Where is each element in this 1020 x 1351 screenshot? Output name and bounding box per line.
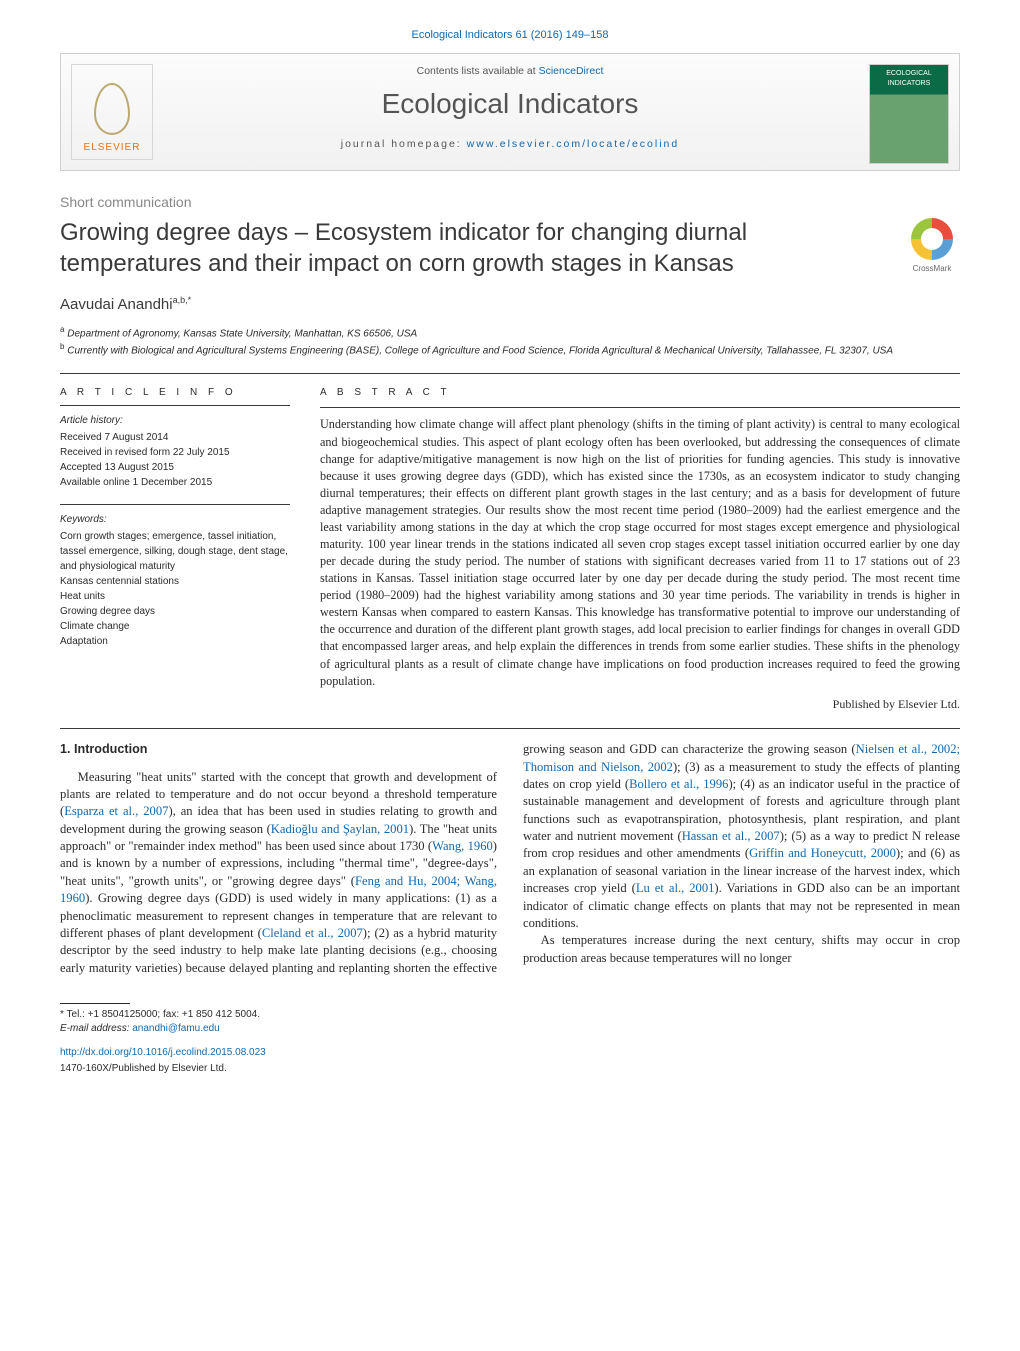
intro-paragraph-3: As temperatures increase during the next…: [523, 932, 960, 967]
abstract-column: A B S T R A C T Understanding how climat…: [320, 386, 960, 713]
homepage-prefix: journal homepage:: [341, 138, 467, 150]
journal-ref-issue: 61 (2016) 149–158: [512, 29, 608, 41]
keyword-item: Growing degree days: [60, 604, 290, 619]
abstract-rule: [320, 407, 960, 408]
rule-bottom: [60, 728, 960, 729]
text-run: ); (2) as a hybrid maturity: [363, 926, 497, 940]
article-info-rule: [60, 405, 290, 406]
keyword-item: Kansas centennial stations: [60, 574, 290, 589]
citation-link[interactable]: Esparza et al., 2007: [64, 804, 168, 818]
history-item: Available online 1 December 2015: [60, 475, 290, 490]
article-type: Short communication: [60, 193, 960, 212]
crossmark-label: CrossMark: [913, 264, 952, 273]
journal-homepage-line: journal homepage: www.elsevier.com/locat…: [171, 137, 849, 151]
journal-cover-label: ECOLOGICAL INDICATORS: [886, 70, 932, 87]
article-info-heading: A R T I C L E I N F O: [60, 386, 290, 400]
affiliation-a-text: Department of Agronomy, Kansas State Uni…: [67, 328, 417, 339]
publisher-name: ELSEVIER: [84, 141, 141, 155]
publisher-note: Published by Elsevier Ltd.: [320, 696, 960, 713]
publisher-logo: ELSEVIER: [71, 64, 153, 160]
keyword-item: Heat units: [60, 589, 290, 604]
citation-link[interactable]: Cleland et al., 2007: [262, 926, 363, 940]
elsevier-tree-icon: [94, 83, 130, 135]
authors-line: Aavudai Anandhia,b,*: [60, 294, 960, 316]
keywords-subhead: Keywords:: [60, 513, 290, 527]
masthead: ELSEVIER ECOLOGICAL INDICATORS Contents …: [60, 53, 960, 171]
citation-link[interactable]: Hassan et al., 2007: [682, 829, 780, 843]
keyword-item: Adaptation: [60, 634, 290, 649]
doi-link[interactable]: http://dx.doi.org/10.1016/j.ecolind.2015…: [60, 1046, 960, 1060]
citation-link[interactable]: Wang, 1960: [432, 839, 493, 853]
citation-link[interactable]: Bollero et al., 1996: [629, 777, 728, 791]
body-two-column: 1. Introduction Measuring "heat units" s…: [60, 741, 960, 977]
author-name: Aavudai Anandhi: [60, 296, 173, 313]
history-item: Received 7 August 2014: [60, 430, 290, 445]
journal-ref-link[interactable]: Ecological Indicators: [412, 29, 513, 41]
corresponding-email-link[interactable]: anandhi@famu.edu: [132, 1023, 219, 1034]
keyword-item: Corn growth stages; emergence, tassel in…: [60, 529, 290, 574]
journal-homepage-link[interactable]: www.elsevier.com/locate/ecolind: [467, 138, 680, 150]
footnote-rule: [60, 1003, 130, 1004]
author-superscript: a,b,*: [173, 295, 192, 305]
article-info-column: A R T I C L E I N F O Article history: R…: [60, 386, 290, 713]
crossmark-icon: [911, 218, 953, 260]
footnote-zone: * Tel.: +1 8504125000; fax: +1 850 412 5…: [60, 1003, 960, 1075]
abstract-heading: A B S T R A C T: [320, 386, 960, 400]
history-item: Accepted 13 August 2015: [60, 460, 290, 475]
keywords-rule: [60, 504, 290, 505]
corresponding-author-note: * Tel.: +1 8504125000; fax: +1 850 412 5…: [60, 1008, 960, 1022]
sciencedirect-link[interactable]: ScienceDirect: [539, 65, 604, 77]
contents-prefix: Contents lists available at: [417, 65, 539, 77]
affiliation-a-sup: a: [60, 325, 64, 334]
citation-link[interactable]: Lu et al., 2001: [636, 881, 715, 895]
email-label: E-mail address:: [60, 1023, 132, 1034]
journal-cover-thumbnail: ECOLOGICAL INDICATORS: [869, 64, 949, 164]
abstract-text: Understanding how climate change will af…: [320, 416, 960, 689]
affiliation-b-text: Currently with Biological and Agricultur…: [67, 345, 893, 356]
citation-link[interactable]: Griffin and Honeycutt, 2000: [749, 846, 896, 860]
affiliation-b: b Currently with Biological and Agricult…: [60, 341, 960, 359]
affiliation-b-sup: b: [60, 342, 64, 351]
journal-title: Ecological Indicators: [171, 85, 849, 124]
rule-top: [60, 373, 960, 374]
history-subhead: Article history:: [60, 414, 290, 428]
citation-link[interactable]: Kadioğlu and Şaylan, 2001: [271, 822, 409, 836]
affiliation-a: a Department of Agronomy, Kansas State U…: [60, 324, 960, 342]
section-1-heading: 1. Introduction: [60, 741, 497, 758]
keyword-item: Climate change: [60, 619, 290, 634]
affiliations: a Department of Agronomy, Kansas State U…: [60, 324, 960, 359]
paper-title: Growing degree days – Ecosystem indicato…: [60, 218, 886, 279]
corr-text: Tel.: +1 8504125000; fax: +1 850 412 500…: [64, 1009, 260, 1020]
crossmark-badge[interactable]: CrossMark: [904, 218, 960, 274]
history-item: Received in revised form 22 July 2015: [60, 445, 290, 460]
copyright-line: 1470-160X/Published by Elsevier Ltd.: [60, 1062, 960, 1076]
contents-available-line: Contents lists available at ScienceDirec…: [171, 64, 849, 78]
corresponding-email-line: E-mail address: anandhi@famu.edu: [60, 1022, 960, 1036]
journal-reference: Ecological Indicators 61 (2016) 149–158: [60, 28, 960, 43]
